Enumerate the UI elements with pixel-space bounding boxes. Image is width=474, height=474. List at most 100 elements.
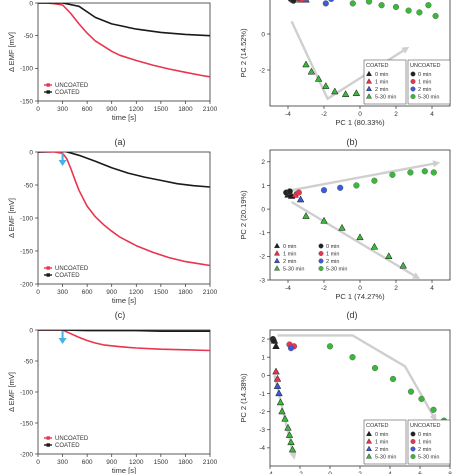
trend-arrow-d-0 [290,200,421,280]
y-tick-label-f-4: -2 [259,409,265,416]
legend-label-a-0: UNCOATED [55,83,89,89]
point-b-coated-3-6 [352,89,361,97]
y-tick-label-f-1: 1 [261,355,265,362]
point-b-uncoated-6-0 [322,0,329,7]
legend-circle-d-3 [318,266,324,272]
panel-label-d: (d) [347,310,358,320]
legend-entry-coated-d-3: 5-30 min [283,266,304,272]
injection-arrow-icon-c [58,160,67,166]
point-f-uncoated-7-2 [371,364,379,372]
legend-label-e-0: UNCOATED [55,436,89,442]
x-tick-label-c-4: 1200 [129,289,144,296]
point-f-coated-2-0 [273,382,282,389]
point-b-uncoated-7-1 [365,0,373,5]
x-tick-label-a-0: 0 [36,106,40,113]
point-d-uncoated-6-1 [337,184,344,191]
point-d-coated-3-1 [320,216,328,224]
point-d-coated-3-6 [399,261,407,269]
x-tick-label-a-1: 300 [57,106,68,113]
x-tick-label-d-4: 4 [430,285,434,292]
x-tick-label-c-2: 600 [82,289,93,296]
legend-triangle-d-0 [274,242,280,248]
point-d-coated-3-0 [302,212,310,219]
legend-entry-coated-b-1: 1 min [375,79,388,85]
legend-circle-d-0 [318,243,324,249]
point-b-coated-3-2 [314,74,323,82]
plot-area-a [38,3,210,78]
x-tick-label-e-1: 300 [57,459,68,466]
plot-area-d [283,160,441,280]
legend-entry-uncoated-f-1: 1 min [418,439,431,445]
point-f-coated-3-5 [287,438,295,446]
y-tick-label-b-1: 0 [261,31,265,38]
x-axis-label-e: time [s] [112,466,136,474]
y-tick-label-b-2: -2 [259,67,265,74]
point-b-uncoated-7-4 [405,7,412,14]
x-tick-label-f-0: -4 [267,471,273,474]
y-tick-label-e-0: 0 [29,327,33,334]
y-axis-label-b: PC 2 (14.52%) [239,28,248,78]
legend-entry-coated-b-2: 2 min [375,87,388,93]
x-tick-label-f-3: 2 [358,471,362,474]
y-tick-label-c-4: -200 [20,281,33,288]
x-tick-label-f-4: 4 [388,471,392,474]
legend-entry-uncoated-b-2: 2 min [418,87,431,93]
chart-panel-a: 0 300 600 900 1200 1500 1800 2100 0 -50 -100 -150 ti… [7,0,218,122]
y-tick-label-a-0: 0 [29,0,33,7]
legend-marker-a-1 [46,90,50,94]
x-tick-label-a-4: 1200 [129,106,144,113]
x-tick-label-a-6: 1800 [178,106,193,113]
legend-entry-coated-f-3: 5-30 min [375,454,396,460]
legend-entry-coated-f-0: 0 min [375,432,388,438]
point-f-coated-3-4 [285,431,294,438]
legend-triangle-f-1 [366,438,372,444]
y-tick-label-e-1: -50 [24,358,34,365]
point-f-uncoated-7-3 [389,375,397,383]
legend-entry-uncoated-f-3: 5-30 min [418,454,439,460]
chart-panel-e: 0 300 600 900 1200 1500 1800 2100 0 -50 -100 -150 -2… [7,327,218,474]
y-tick-label-d-2: 0 [261,206,265,213]
y-tick-label-e-2: -100 [20,389,33,396]
legend-entry-coated-b-0: 0 min [375,72,388,78]
point-d-coated-3-4 [370,242,379,250]
plot-area-e [38,330,210,352]
x-tick-label-f-1: -2 [297,471,303,474]
x-tick-label-c-5: 1500 [154,289,169,296]
x-tick-label-c-1: 300 [57,289,68,296]
point-f-coated-3-1 [278,407,286,415]
point-d-coated-3-5 [385,252,393,260]
legend-entry-uncoated-f-2: 2 min [418,447,431,453]
series-line-e-uncoated [38,330,210,352]
x-tick-label-c-7: 2100 [203,289,218,296]
legend-circle-d-2 [318,258,324,264]
plot-area-f [270,334,448,460]
x-tick-label-c-0: 0 [36,289,40,296]
x-tick-label-b-0: -4 [285,111,291,118]
x-tick-label-e-7: 2100 [203,459,218,466]
chart-panel-c: 0 300 600 900 1200 1500 1800 2100 0 -50 -100 -150 -2… [7,149,218,305]
x-axis-label-b: PC 1 (80.33%) [335,118,385,127]
x-tick-label-e-2: 600 [82,459,93,466]
legend-triangle-b-2 [366,85,372,91]
x-tick-label-e-5: 1500 [154,459,169,466]
x-tick-label-b-2: 0 [358,111,362,118]
legend-circle-b-1 [410,78,416,84]
point-b-uncoated-7-3 [392,3,400,11]
series-line-c-coated [38,152,210,188]
y-axis-label-a: Δ EMF [mV] [7,32,16,72]
panel-label-c: (c) [115,310,126,320]
plot-frame-a [37,2,211,102]
x-tick-label-e-0: 0 [36,459,40,466]
chart-panel-f: -4-202468210-1-2-3-4PC 1 (83.46%)PC 2 (1… [239,329,452,474]
legend-marker-e-0 [46,436,50,440]
y-tick-label-c-1: -50 [24,182,34,189]
point-f-uncoated-7-5 [418,395,425,403]
point-d-uncoated-7-1 [371,177,378,184]
point-b-uncoated-6-1 [328,0,335,2]
legend-circle-f-1 [410,439,416,445]
point-d-uncoated-7-3 [407,169,414,176]
legend-header-uncoated-b: UNCOATED [410,63,440,69]
point-b-coated-3-5 [341,90,350,97]
point-f-coated-3-6 [288,445,297,453]
legend-circle-d-1 [318,250,324,256]
